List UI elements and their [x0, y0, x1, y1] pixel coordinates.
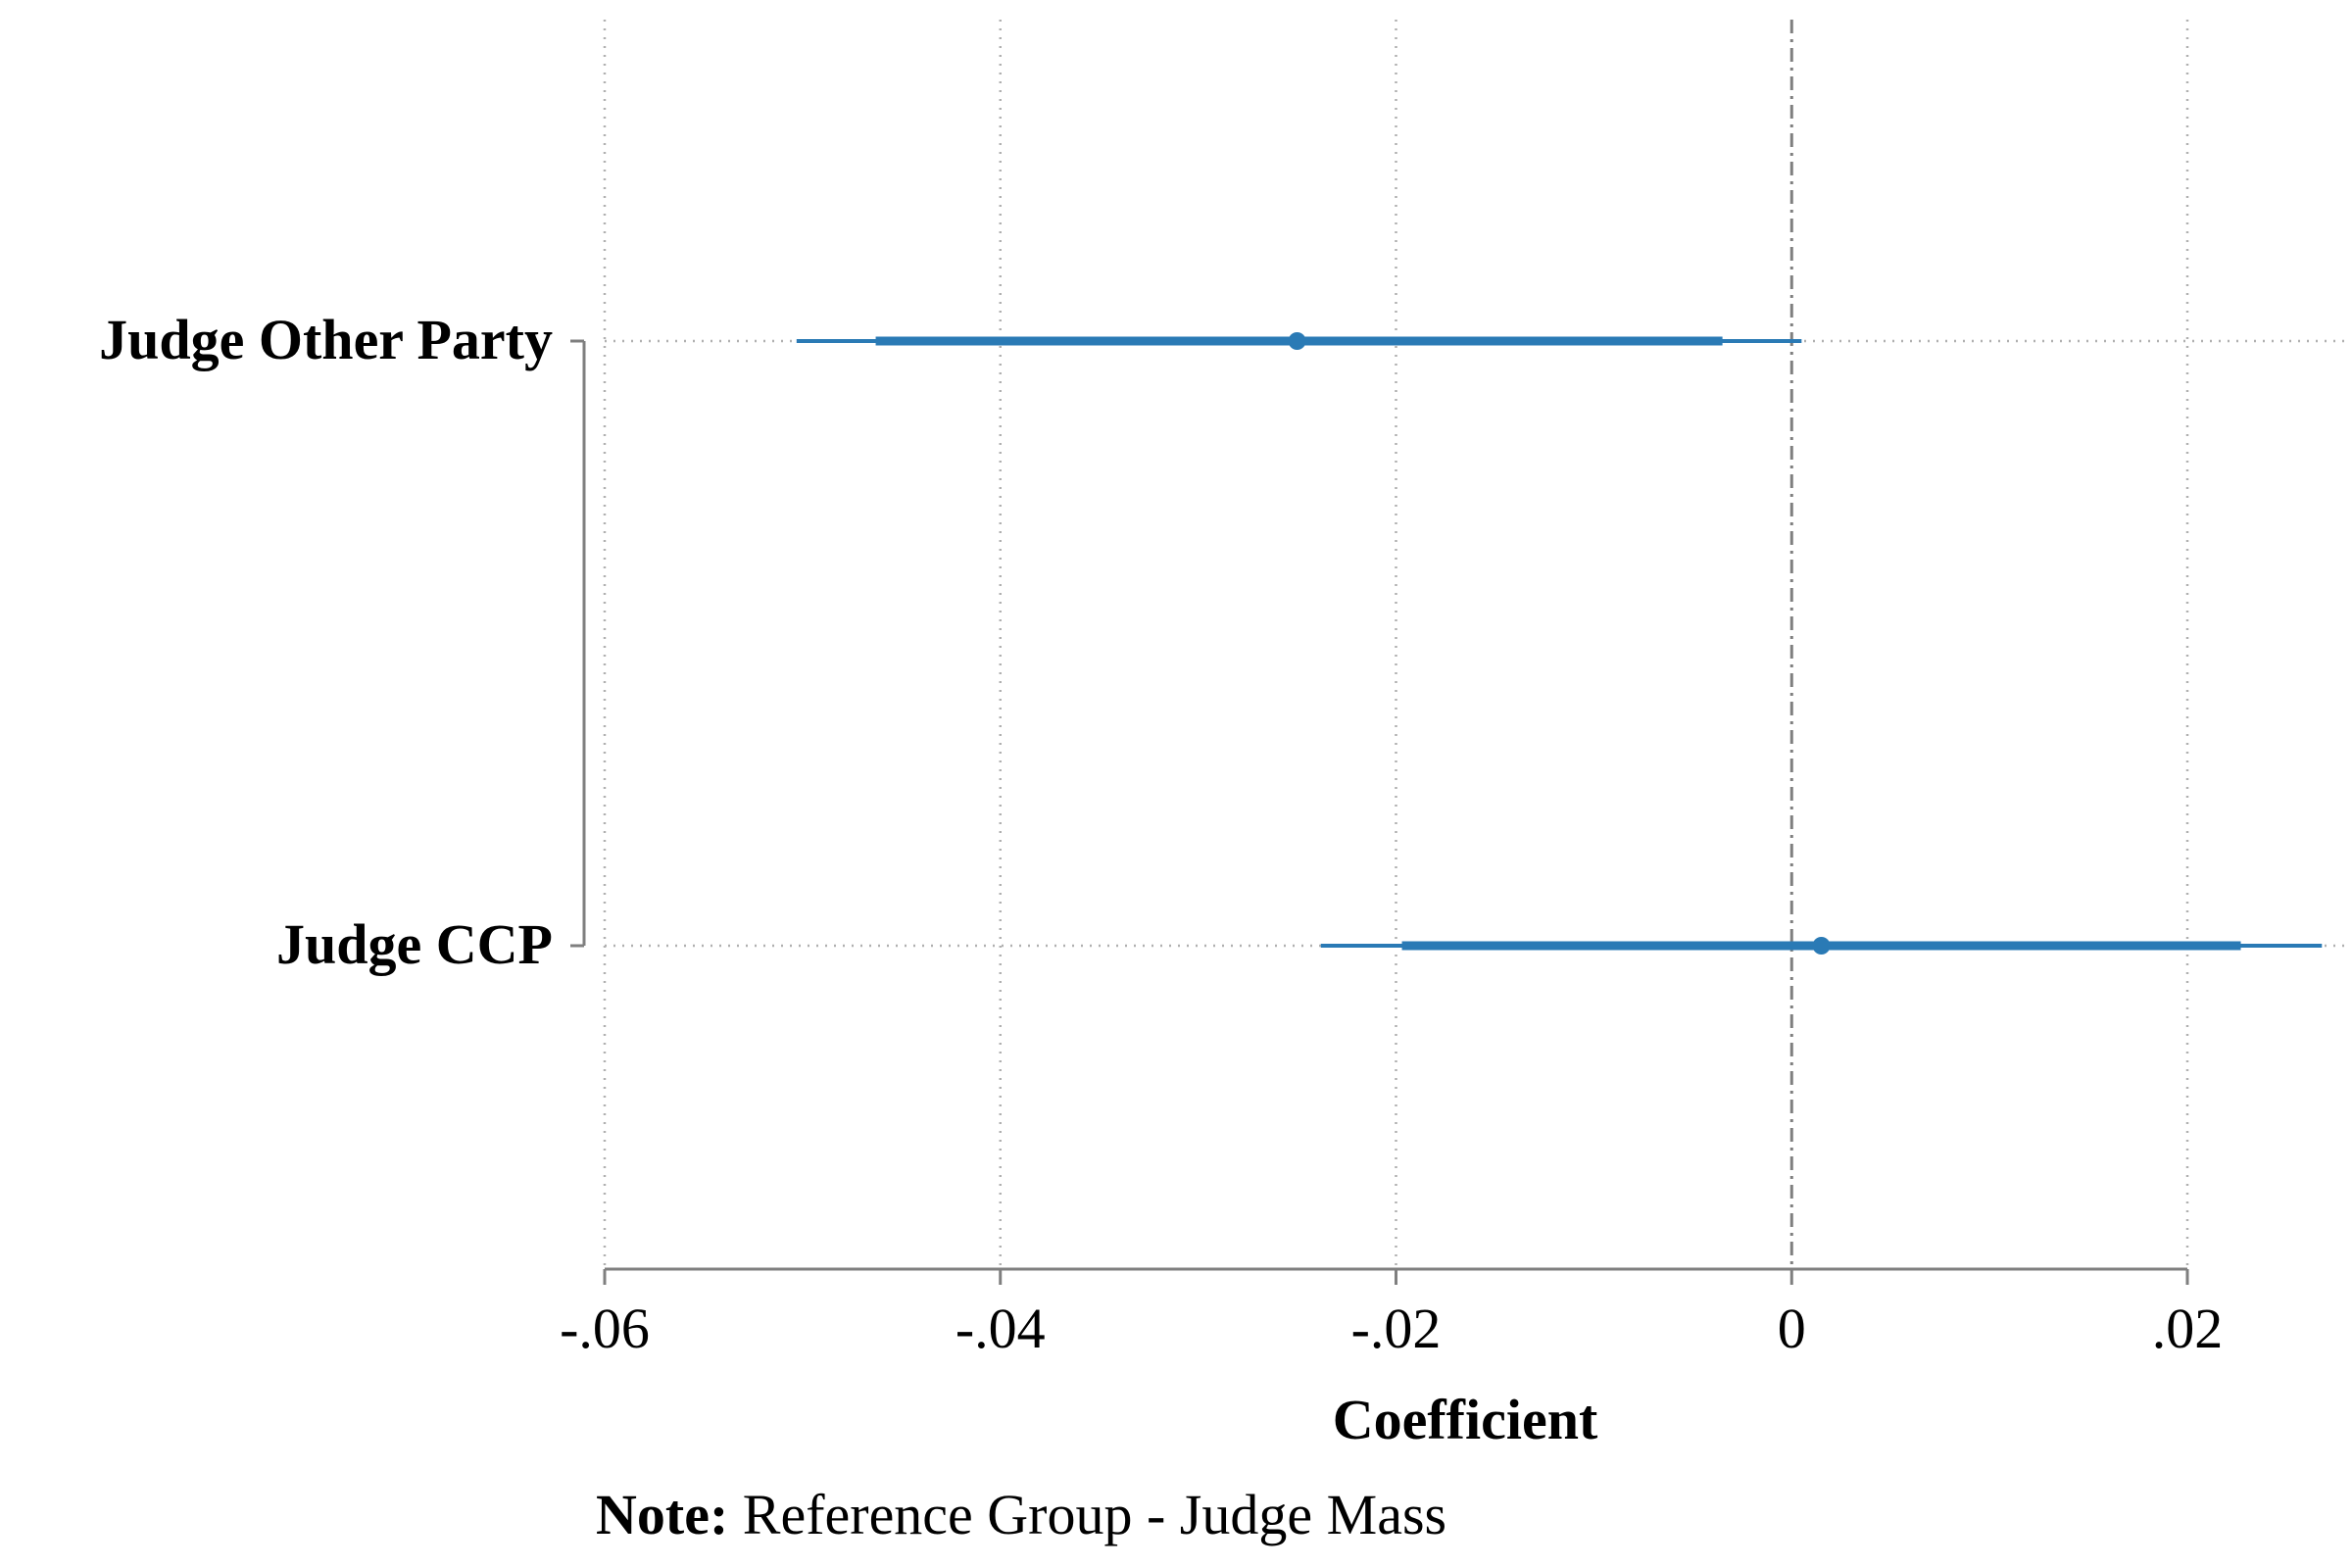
chart-note: Note: Reference Group - Judge Mass	[596, 1482, 1446, 1547]
y-axis: Judge Other Party Judge CCP	[99, 308, 586, 976]
note-text: Reference Group - Judge Mass	[728, 1483, 1447, 1546]
y-tick-label-1: Judge CCP	[276, 912, 553, 976]
note-label: Note:	[596, 1483, 729, 1546]
x-tick-label-1: -.04	[956, 1297, 1046, 1360]
x-tick-label-3: 0	[1778, 1297, 1806, 1360]
point-estimate-0	[1288, 332, 1306, 350]
point-estimate-1	[1812, 937, 1831, 955]
x-tick-label-4: .02	[2152, 1297, 2224, 1360]
x-axis: -.06 -.04 -.02 0 .02	[560, 1267, 2224, 1360]
horizontal-gridlines	[605, 339, 2347, 948]
x-tick-label-0: -.06	[560, 1297, 650, 1360]
coefficient-marks	[796, 332, 2323, 955]
x-axis-title: Coefficient	[1333, 1388, 1598, 1451]
vertical-gridlines	[603, 20, 2189, 1269]
y-tick-label-0: Judge Other Party	[99, 308, 553, 371]
x-tick-label-2: -.02	[1351, 1297, 1442, 1360]
